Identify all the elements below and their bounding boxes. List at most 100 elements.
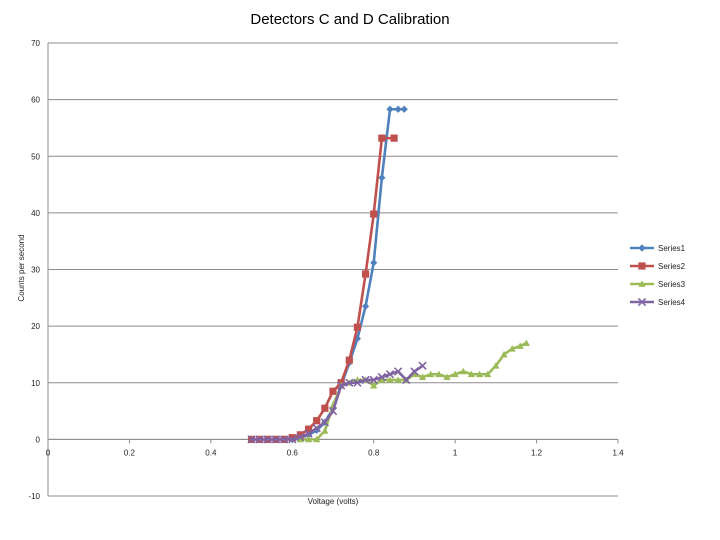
data-point — [522, 339, 530, 346]
legend-label: Series4 — [658, 298, 686, 307]
data-point — [296, 435, 305, 443]
x-tick-label: 0 — [46, 448, 51, 457]
gridlines — [48, 42, 618, 497]
data-point — [296, 432, 305, 442]
data-point — [255, 435, 264, 444]
data-point — [353, 323, 362, 331]
legend-marker — [638, 262, 646, 270]
y-tick-label: 60 — [31, 96, 40, 105]
x-tick-label: 0.2 — [124, 448, 136, 457]
data-point — [378, 134, 386, 142]
data-point — [377, 372, 387, 382]
x-tick-label: 0.4 — [205, 448, 217, 457]
series-layer — [247, 105, 530, 444]
tick-labels: -10 0 10 20 30 40 50 60 70 0 0.2 0.4 0.6 0.8 1 1.2 1.4 — [28, 39, 624, 501]
data-point — [271, 435, 281, 444]
data-point — [313, 417, 321, 425]
data-point — [336, 381, 346, 390]
data-point — [304, 435, 313, 443]
legend-item: Series1 — [630, 244, 686, 253]
data-point — [508, 345, 516, 352]
data-point — [361, 375, 370, 385]
data-point — [320, 418, 330, 427]
data-point — [500, 350, 508, 358]
data-point — [247, 435, 256, 444]
legend-marker — [637, 297, 647, 307]
legend-label: Series3 — [658, 280, 686, 289]
y-tick-label: 0 — [36, 435, 41, 444]
y-tick-label: 30 — [31, 266, 40, 275]
data-point — [410, 367, 419, 376]
data-point — [288, 434, 296, 442]
data-point — [400, 105, 408, 113]
data-point — [288, 435, 297, 444]
series-line — [251, 136, 395, 441]
y-tick-label: 70 — [31, 39, 40, 48]
legend: Series1 Series2 Series3 Series4 — [630, 244, 686, 307]
data-point — [279, 435, 289, 444]
data-point — [345, 378, 354, 387]
data-point — [394, 376, 402, 383]
legend-marker — [638, 280, 646, 287]
data-point — [378, 174, 386, 182]
data-point — [345, 356, 353, 364]
y-tick-label: 20 — [31, 322, 40, 331]
series-line — [251, 107, 405, 441]
x-axis-label: Voltage (volts) — [308, 497, 359, 506]
data-point — [443, 373, 451, 380]
series-4 — [247, 361, 427, 444]
data-point — [321, 427, 329, 434]
data-point — [418, 361, 427, 370]
y-tick-label: 40 — [31, 209, 40, 218]
y-tick-label: -10 — [28, 492, 40, 501]
data-point — [328, 406, 338, 416]
data-point — [361, 302, 370, 310]
data-point — [369, 375, 378, 385]
legend-item: Series4 — [630, 297, 686, 307]
axes — [47, 43, 619, 496]
data-point — [313, 435, 321, 443]
data-point — [492, 362, 500, 369]
x-tick-label: 1.4 — [612, 448, 624, 457]
data-point — [467, 370, 476, 378]
legend-item: Series3 — [630, 280, 686, 289]
legend-label: Series1 — [658, 244, 686, 253]
data-point — [390, 134, 398, 142]
data-point — [410, 370, 419, 378]
data-point — [263, 435, 273, 444]
data-point — [304, 425, 313, 433]
data-point — [312, 423, 321, 433]
data-point — [370, 259, 378, 267]
data-point — [329, 387, 337, 395]
x-tick-label: 0.6 — [287, 448, 299, 457]
y-tick-label: 10 — [31, 379, 40, 388]
data-point — [304, 429, 313, 438]
data-point — [296, 431, 305, 439]
data-point — [386, 376, 394, 383]
data-point — [459, 367, 467, 375]
x-tick-label: 1.2 — [531, 448, 543, 457]
data-point — [516, 342, 524, 349]
data-point — [378, 376, 386, 383]
data-point — [435, 370, 443, 378]
x-tick-label: 0.8 — [368, 448, 380, 457]
series-2 — [247, 134, 398, 443]
data-point — [451, 370, 459, 378]
data-point — [370, 210, 378, 218]
y-axis-label: Counts per second — [17, 234, 26, 301]
data-point — [484, 370, 492, 378]
series-line — [251, 364, 424, 441]
data-point — [418, 373, 427, 380]
data-point — [321, 404, 329, 412]
chart-title: Detectors C and D Calibration — [250, 11, 449, 28]
data-point — [361, 270, 370, 278]
y-tick-label: 50 — [31, 152, 40, 161]
legend-label: Series2 — [658, 262, 686, 271]
data-point — [393, 367, 403, 376]
data-point — [402, 375, 411, 385]
data-point — [353, 378, 362, 387]
data-point — [427, 370, 435, 378]
legend-marker — [638, 244, 646, 252]
data-point — [394, 105, 402, 113]
